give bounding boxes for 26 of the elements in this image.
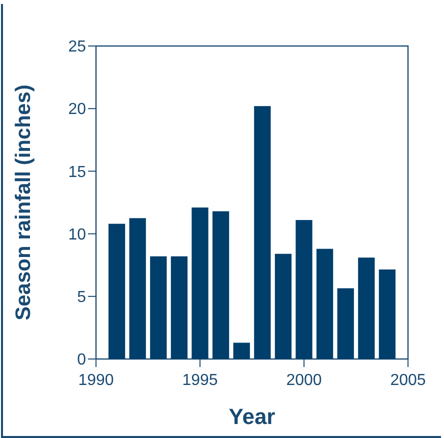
y-tick-label: 20 xyxy=(68,101,86,118)
bar xyxy=(337,288,354,359)
bar xyxy=(296,220,312,359)
x-axis-title: Year xyxy=(228,404,276,429)
bar xyxy=(212,211,230,359)
y-axis-title: Season rainfall (inches) xyxy=(12,84,35,320)
bar xyxy=(192,208,208,359)
y-tick-label: 5 xyxy=(77,289,86,306)
y-tick-label: 15 xyxy=(68,164,86,181)
x-tick-label: 1990 xyxy=(78,372,114,389)
y-tick-label: 10 xyxy=(68,226,86,244)
x-tick-label: 2005 xyxy=(390,372,426,389)
y-tick-label: 25 xyxy=(68,38,86,56)
bar xyxy=(108,224,126,359)
bar xyxy=(358,258,375,359)
bar xyxy=(150,256,167,359)
bar xyxy=(233,342,250,359)
bar xyxy=(170,256,188,359)
bar xyxy=(274,254,292,359)
x-tick-label: 1995 xyxy=(182,372,218,389)
bar xyxy=(129,218,146,359)
bar xyxy=(316,248,334,359)
bar xyxy=(378,269,396,359)
bar xyxy=(254,106,271,359)
x-tick-label: 2000 xyxy=(286,372,322,389)
y-tick-label: 0 xyxy=(77,352,86,369)
